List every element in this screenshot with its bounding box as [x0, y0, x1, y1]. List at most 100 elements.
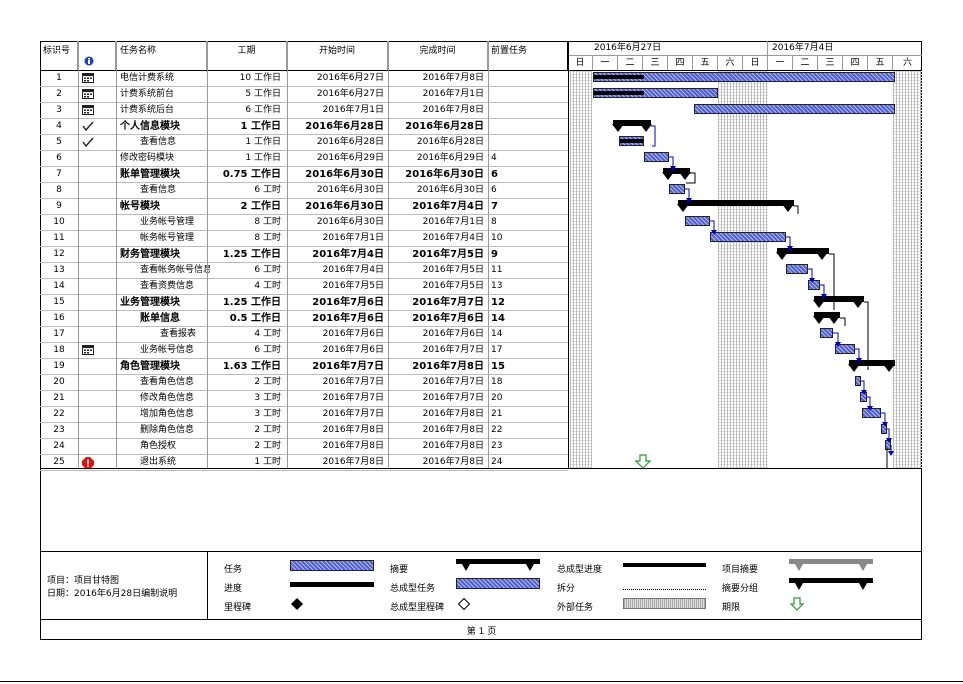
checkmark-icon[interactable]	[82, 137, 96, 149]
task-bar-13[interactable]	[786, 264, 808, 274]
task-duration: 4 工时	[254, 329, 281, 339]
task-bar-17[interactable]	[820, 328, 833, 338]
table-row[interactable]: 10 业务帐号管理 8 工时 2016年6月30日 2016年7月1日 8	[40, 215, 922, 231]
summary-bar-16[interactable]	[814, 312, 840, 318]
calendar-icon[interactable]	[82, 73, 96, 85]
checkmark-icon[interactable]	[82, 121, 96, 133]
progress-bar-5	[620, 139, 643, 143]
table-row[interactable]: 12 财务管理模块 1.25 工作日 2016年7月4日 2016年7月5日 9	[40, 247, 922, 263]
summary-bar-15[interactable]	[814, 296, 864, 302]
table-row[interactable]: 18 业务帐号信息 6 工时 2016年7月6日 2016年7月7日 17	[40, 343, 922, 359]
task-id: 4	[56, 121, 62, 131]
task-name: 查看报表	[160, 329, 197, 339]
alert-icon[interactable]	[82, 457, 96, 469]
group-summary-shape-icon	[789, 578, 873, 590]
task-finish: 2016年6月29日	[416, 153, 484, 163]
summary-bar-12[interactable]	[777, 248, 829, 254]
task-duration: 6 工时	[254, 345, 281, 355]
table-row[interactable]: 22 增加角色信息 3 工时 2016年7月7日 2016年7月8日 21	[40, 407, 922, 423]
table-row[interactable]: 9 帐号模块 2 工作日 2016年6月30日 2016年7月4日 7	[40, 199, 922, 215]
header-predecessors[interactable]: 前置任务	[488, 41, 568, 71]
project-date: 日期：2016年6月28日编制说明	[47, 589, 178, 599]
col-line	[287, 41, 288, 468]
task-finish: 2016年6月28日	[405, 121, 484, 132]
task-duration: 2 工时	[254, 425, 281, 435]
task-start: 2016年7月1日	[322, 105, 384, 115]
task-bar-10[interactable]	[685, 216, 710, 226]
row-divider	[40, 342, 568, 343]
table-row[interactable]: 5 查看信息 1 工作日 2016年6月28日 2016年6月28日	[40, 135, 922, 151]
legend-task-label: 任务	[224, 565, 243, 575]
table-row[interactable]: 23 删除角色信息 2 工时 2016年7月8日 2016年7月8日 22	[40, 423, 922, 439]
table-row[interactable]: 24 角色授权 2 工时 2016年7月8日 2016年7月8日 23	[40, 439, 922, 455]
task-start: 2016年6月30日	[316, 217, 384, 227]
task-bar-11[interactable]	[710, 232, 786, 242]
task-duration: 4 工时	[254, 281, 281, 291]
table-row[interactable]: 21 修改角色信息 3 工时 2016年7月7日 2016年7月7日 20	[40, 391, 922, 407]
task-predecessors: 4	[491, 153, 497, 163]
summary-bar-7[interactable]	[663, 168, 690, 174]
table-row[interactable]: 16 账单信息 0.5 工作日 2016年7月6日 2016年7月6日 14	[40, 311, 922, 327]
project-summary-shape-icon	[789, 559, 873, 571]
table-row[interactable]: 1 电信计费系统 10 工作日 2016年6月27日 2016年7月8日	[40, 71, 922, 87]
header-indicator[interactable]	[78, 41, 116, 71]
task-start: 2016年6月30日	[305, 169, 384, 180]
task-predecessors: 10	[491, 233, 503, 243]
legend-rollup-task-swatch	[456, 578, 540, 589]
table-row[interactable]: 4 个人信息模块 1 工作日 2016年6月28日 2016年6月28日	[40, 119, 922, 135]
table-row[interactable]: 14 查看资费信息 4 工时 2016年7月5日 2016年7月5日 13	[40, 279, 922, 295]
task-bar-20[interactable]	[855, 376, 861, 386]
task-start: 2016年6月29日	[316, 153, 384, 163]
header-duration[interactable]: 工期	[207, 41, 287, 71]
header-id[interactable]: 标识号	[40, 41, 78, 71]
task-start: 2016年7月7日	[322, 409, 384, 419]
task-predecessors: 24	[491, 457, 503, 467]
calendar-icon[interactable]	[82, 105, 96, 117]
summary-bar-19[interactable]	[849, 360, 895, 366]
header-finish[interactable]: 完成时间	[388, 41, 488, 71]
progress-bar-2	[594, 91, 644, 95]
task-start: 2016年6月28日	[305, 121, 384, 132]
task-start: 2016年6月27日	[316, 73, 384, 83]
task-bar-8[interactable]	[669, 184, 685, 194]
table-row[interactable]: 11 帐务帐号管理 8 工时 2016年7月1日 2016年7月4日 10	[40, 231, 922, 247]
row-divider	[40, 182, 568, 183]
table-row[interactable]: 15 业务管理模块 1.25 工作日 2016年7月6日 2016年7月7日 12	[40, 295, 922, 311]
header-start[interactable]: 开始时间	[287, 41, 388, 71]
task-bar-18[interactable]	[835, 344, 855, 354]
task-bar-1[interactable]	[593, 72, 895, 82]
table-row[interactable]: 19 角色管理模块 1.63 工作日 2016年7月7日 2016年7月8日 15	[40, 359, 922, 375]
project-name: 项目：项目甘特图	[47, 576, 120, 586]
task-duration: 6 工时	[254, 265, 281, 275]
row-divider	[40, 422, 568, 423]
legend-rollup-task-label: 总成型任务	[390, 584, 436, 594]
table-row[interactable]: 20 查看角色信息 2 工时 2016年7月7日 2016年7月7日 18	[40, 375, 922, 391]
task-id: 16	[53, 313, 65, 323]
table-row[interactable]: 17 查看报表 4 工时 2016年7月6日 2016年7月6日 14	[40, 327, 922, 343]
task-bar-14[interactable]	[808, 280, 820, 290]
table-row[interactable]: 8 查看信息 6 工时 2016年6月30日 2016年6月30日 6	[40, 183, 922, 199]
calendar-icon[interactable]	[82, 345, 96, 357]
task-name: 修改角色信息	[140, 393, 195, 403]
header-name[interactable]: 任务名称	[116, 41, 207, 71]
table-row[interactable]: 3 计费系统后台 6 工作日 2016年7月1日 2016年7月8日	[40, 103, 922, 119]
task-id: 1	[56, 73, 62, 83]
task-bar-6[interactable]	[644, 152, 669, 162]
task-predecessors: 22	[491, 425, 503, 435]
task-finish: 2016年7月8日	[422, 425, 484, 435]
table-row[interactable]: 13 查看帐务帐号信息 6 工时 2016年7月4日 2016年7月5日 11	[40, 263, 922, 279]
task-finish: 2016年7月4日	[422, 233, 484, 243]
table-row[interactable]: 6 修改密码模块 1 工作日 2016年6月29日 2016年6月29日 4	[40, 151, 922, 167]
calendar-icon[interactable]	[82, 89, 96, 101]
table-row[interactable]: 25 退出系统 1 工时 2016年7月8日 2016年7月8日 24	[40, 455, 922, 471]
task-bar-3[interactable]	[694, 104, 895, 114]
summary-bar-4[interactable]	[613, 120, 651, 126]
task-duration: 5 工作日	[245, 89, 281, 99]
table-row[interactable]: 2 计费系统前台 5 工作日 2016年6月27日 2016年7月1日	[40, 87, 922, 103]
table-row[interactable]: 7 账单管理模块 0.75 工作日 2016年6月30日 2016年6月30日 6	[40, 167, 922, 183]
task-id: 14	[53, 281, 65, 291]
legend-external-label: 外部任务	[557, 603, 594, 613]
task-name: 角色授权	[140, 441, 177, 451]
task-bar-2[interactable]	[593, 88, 718, 98]
summary-bar-9[interactable]	[678, 200, 794, 206]
